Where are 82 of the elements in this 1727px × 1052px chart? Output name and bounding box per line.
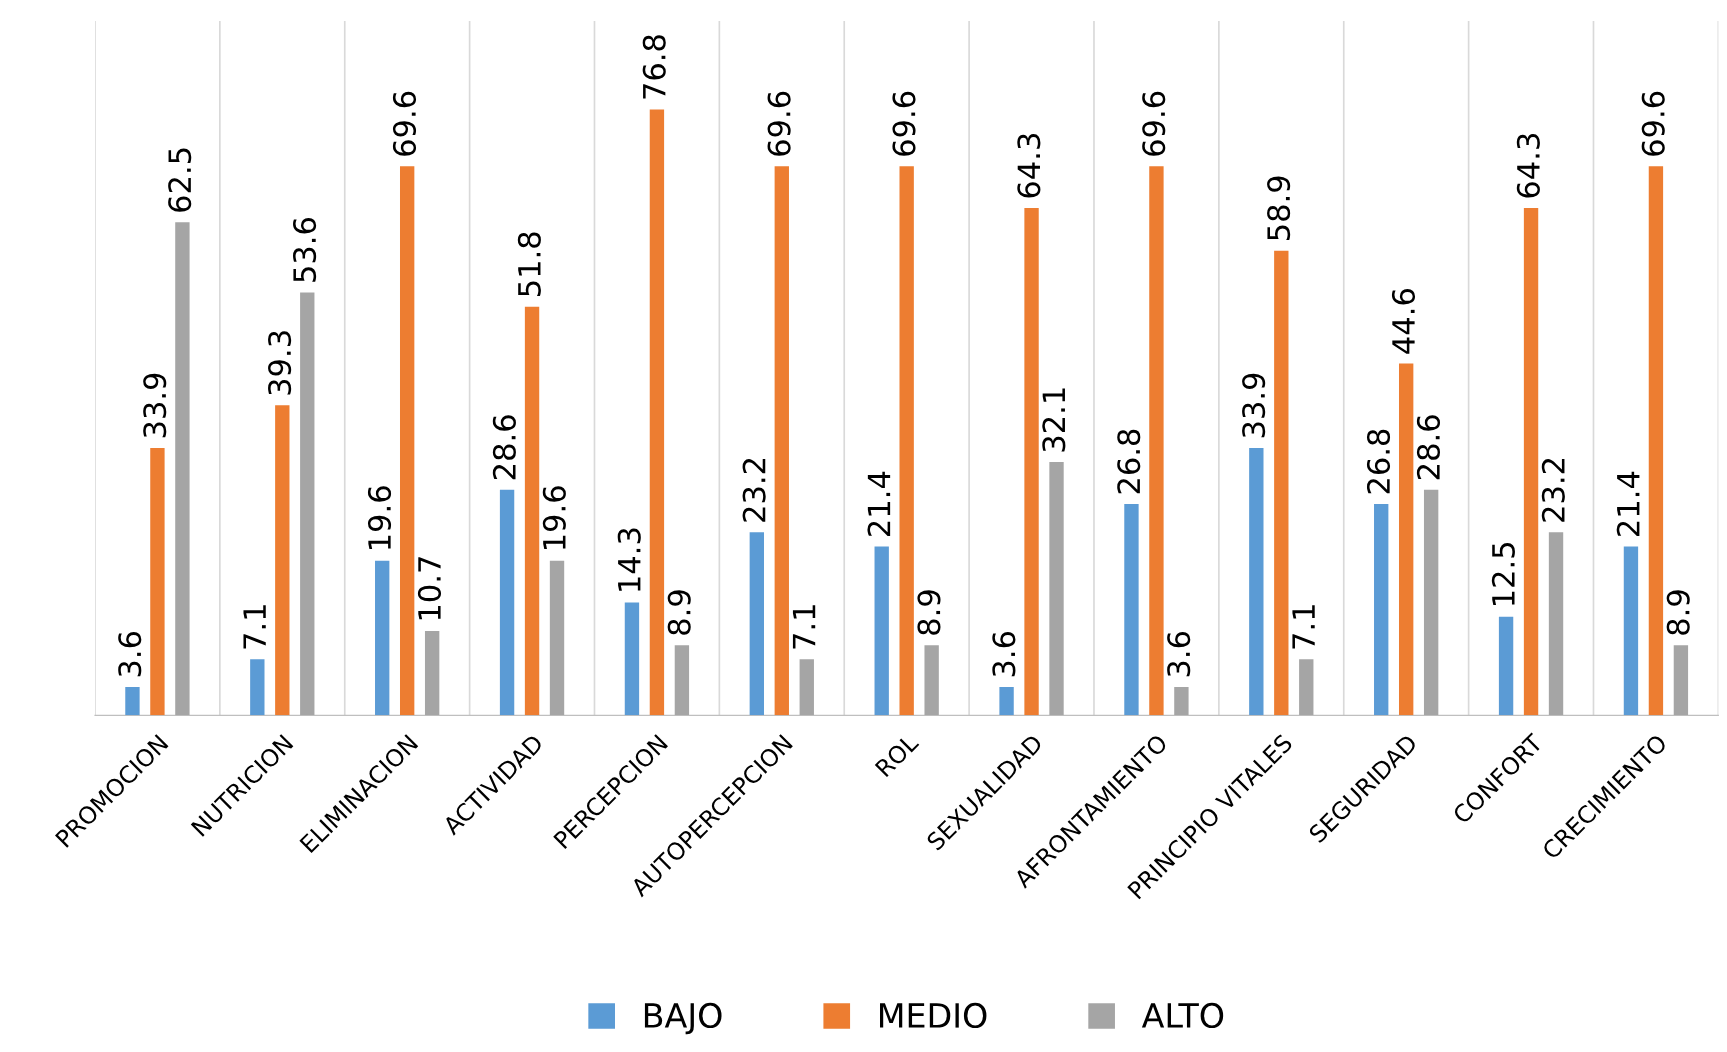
data-label: 8.9	[667, 590, 691, 635]
data-label: 21.4	[1616, 471, 1640, 536]
data-label: 21.4	[867, 471, 891, 536]
data-label: 33.9	[143, 373, 167, 438]
data-label: 64.3	[1017, 134, 1041, 198]
data-label: 7.1	[243, 605, 266, 649]
bar	[674, 645, 690, 716]
data-label: 44.6	[1391, 289, 1416, 354]
data-label: 14.3	[617, 528, 641, 591]
data-label: 32.1	[1042, 388, 1066, 452]
data-label: 69.6	[767, 91, 791, 156]
data-label: 3.6	[1167, 631, 1191, 677]
bar	[524, 306, 540, 716]
data-label: 8.9	[917, 590, 941, 635]
bar	[399, 166, 415, 716]
bar	[1149, 166, 1164, 716]
bar	[999, 686, 1014, 716]
bar	[799, 659, 814, 716]
bar	[624, 602, 640, 716]
bar	[1548, 532, 1564, 716]
data-label: 58.9	[1267, 176, 1291, 240]
bar	[175, 222, 190, 716]
bar	[899, 166, 914, 716]
bar	[424, 630, 440, 716]
bar	[125, 686, 140, 716]
data-label: 33.9	[1242, 373, 1266, 438]
bar	[774, 166, 789, 716]
data-label: 76.8	[642, 35, 666, 99]
bar	[1249, 447, 1264, 716]
data-label: 64.3	[1516, 134, 1540, 198]
bar	[749, 532, 764, 716]
bar	[150, 447, 165, 716]
bar	[375, 560, 390, 716]
bar	[1423, 489, 1439, 716]
bar	[499, 489, 515, 716]
bar	[1174, 686, 1189, 716]
data-label: 62.5	[168, 148, 192, 212]
data-label: 26.8	[1117, 429, 1141, 494]
data-label: 8.9	[1666, 590, 1690, 635]
bar	[1124, 503, 1139, 716]
data-label: 28.6	[1416, 415, 1441, 480]
bar	[1024, 208, 1039, 716]
legend-label: MEDIO	[880, 1002, 987, 1029]
bar	[1299, 659, 1314, 716]
bar	[1523, 208, 1539, 716]
data-label: 23.2	[1541, 459, 1565, 522]
bar	[250, 659, 265, 716]
data-label: 3.6	[118, 631, 142, 677]
bar	[649, 109, 665, 716]
data-label: 10.7	[417, 557, 442, 620]
bar	[275, 405, 290, 716]
data-label: 39.3	[268, 331, 292, 395]
data-label: 19.6	[367, 486, 392, 550]
data-label: 69.6	[1641, 91, 1665, 156]
data-label: 69.6	[1142, 91, 1166, 156]
data-label: 23.2	[742, 459, 766, 522]
data-label: 3.6	[992, 631, 1016, 677]
bar	[1673, 645, 1689, 716]
data-label: 7.1	[792, 605, 816, 649]
bar	[1049, 462, 1064, 716]
bar	[300, 292, 315, 716]
legend-label: BAJO	[644, 1002, 722, 1035]
bar	[1374, 503, 1389, 716]
bar	[874, 546, 889, 716]
x-tick-label: ROL	[874, 732, 920, 778]
data-label: 51.8	[517, 232, 541, 296]
bar	[924, 645, 939, 716]
data-label: 28.6	[492, 415, 516, 480]
data-label: 53.6	[293, 218, 317, 282]
bar	[1399, 363, 1414, 716]
legend-label: ALTO	[1141, 1002, 1224, 1029]
bar	[1623, 546, 1639, 716]
bar	[1648, 166, 1664, 716]
bar	[1498, 616, 1514, 716]
bar	[549, 560, 565, 716]
data-label: 26.8	[1366, 429, 1391, 494]
data-label: 19.6	[542, 486, 566, 550]
data-label: 7.1	[1292, 605, 1315, 649]
data-label: 69.6	[892, 91, 916, 156]
data-label: 12.5	[1491, 543, 1515, 606]
data-label: 69.6	[392, 91, 417, 156]
bar	[1274, 250, 1289, 716]
